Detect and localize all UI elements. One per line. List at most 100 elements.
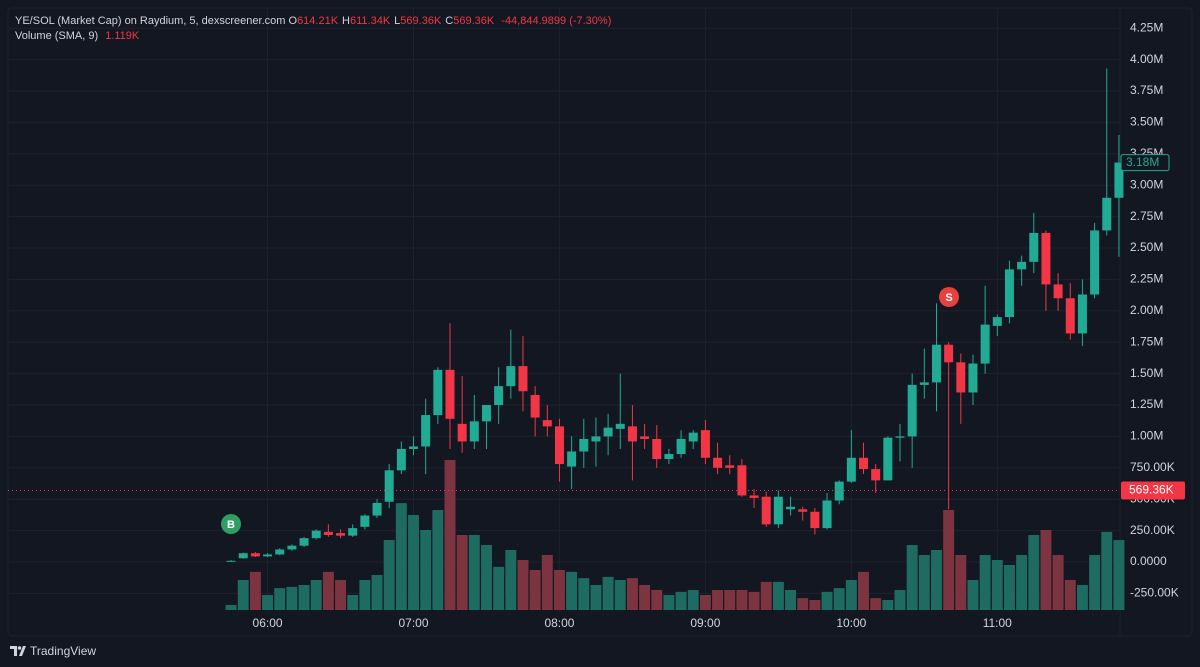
candle-body [323,531,333,536]
candle-body [250,553,260,557]
volume-bar [931,550,942,610]
ohlc-value: 569.36K [400,15,442,27]
candle-body [1114,162,1124,198]
volume-bar [310,580,322,610]
volume-bar [493,566,505,610]
candle-body [457,423,467,442]
y-tick-label: 1.50M [1130,366,1163,380]
candle-body [822,500,832,529]
y-tick-label: 750.00K [1130,460,1175,474]
volume-bar [347,595,359,610]
volume-bar [882,600,894,610]
candle-body [1065,298,1075,334]
volume-bar [979,555,991,610]
candle-body [372,502,382,516]
x-tick-label: 11:00 [983,616,1012,630]
volume-bar [797,598,809,610]
candle-body [1102,197,1112,231]
x-tick-label: 07:00 [398,616,428,630]
candle-body [433,369,443,416]
candle-body [1077,294,1087,334]
candle-body [469,421,479,442]
volume-bar [626,578,638,610]
current-price-label: 3.18M [1126,155,1159,169]
volume-bar [1064,580,1076,610]
candle-body [481,405,491,422]
volume-bar [1040,530,1052,610]
volume-bar [663,595,675,610]
candle-body [336,533,346,536]
trade-marker-label: B [227,519,235,531]
volume-bar [286,586,298,610]
volume-bar [651,590,663,610]
candle-body [688,432,698,442]
volume-bar [675,591,687,610]
y-tick-label: 1.75M [1130,334,1163,348]
y-tick-label: 2.00M [1130,303,1163,317]
volume-bar [225,605,237,610]
candle-body [226,560,236,562]
candle-body [980,324,990,364]
y-tick-label: 1.25M [1130,397,1163,411]
volume-bar [444,460,456,610]
volume-bar [687,590,699,610]
volume-bar [602,576,614,610]
volume-bar [1028,535,1040,610]
ohlc-legend: YE/SOL (Market Cap) on Raydium, 5, dexsc… [15,15,615,27]
candle-body [518,366,528,392]
volume-bar [420,530,432,610]
candle-body [944,344,954,363]
candle-body [907,384,917,437]
candle-body [1029,232,1039,262]
candle-body [348,528,358,536]
ohlc-key: O [288,15,298,27]
volume-bar [724,590,736,610]
candle-body [956,362,966,393]
chart-title: YE/SOL (Market Cap) on Raydium, 5, dexsc… [15,15,286,27]
candle-body [931,344,941,383]
volume-bar [955,555,967,610]
candle-body [676,438,686,455]
volume-bar [566,571,578,610]
volume-bar [821,591,833,610]
candle-body [992,317,1002,326]
candle-body [883,437,893,481]
candle-body [299,538,309,546]
candle-body [567,451,577,467]
y-tick-label: 3.50M [1130,115,1163,129]
volume-bar [590,585,602,610]
volume-value: 1.119K [105,30,140,42]
candle-body [968,363,978,393]
volume-bar [262,595,274,610]
trade-marker [939,287,959,307]
candle-body [1017,261,1027,270]
ohlc-value: 611.34K [350,15,391,27]
trade-marker [221,514,241,534]
logo [10,646,26,656]
volume-bar [614,580,626,610]
volume-bar [432,510,444,610]
volume-bar [541,555,553,610]
volume-bar [408,515,419,610]
candle-body [725,465,735,468]
volume-bar [578,578,590,610]
candle-body [627,426,637,442]
candle-body [591,436,601,442]
volume-bar [1089,555,1101,610]
volume-bar [237,580,249,610]
volume-bar [833,588,845,610]
candle-body [263,554,273,557]
y-tick-label: 2.50M [1130,240,1163,254]
candle-body [409,446,419,449]
y-tick-label: 2.25M [1130,272,1163,286]
volume-bar [1052,555,1064,610]
volume-bar [322,571,334,610]
volume-bar [845,580,857,610]
volume-bar [918,555,930,610]
volume-bar [1016,555,1028,610]
volume-bar [249,571,261,610]
y-tick-label: 4.25M [1130,20,1163,34]
volume-bar [359,580,371,610]
last-price-box [1121,481,1185,500]
current-price-box [1120,154,1170,172]
